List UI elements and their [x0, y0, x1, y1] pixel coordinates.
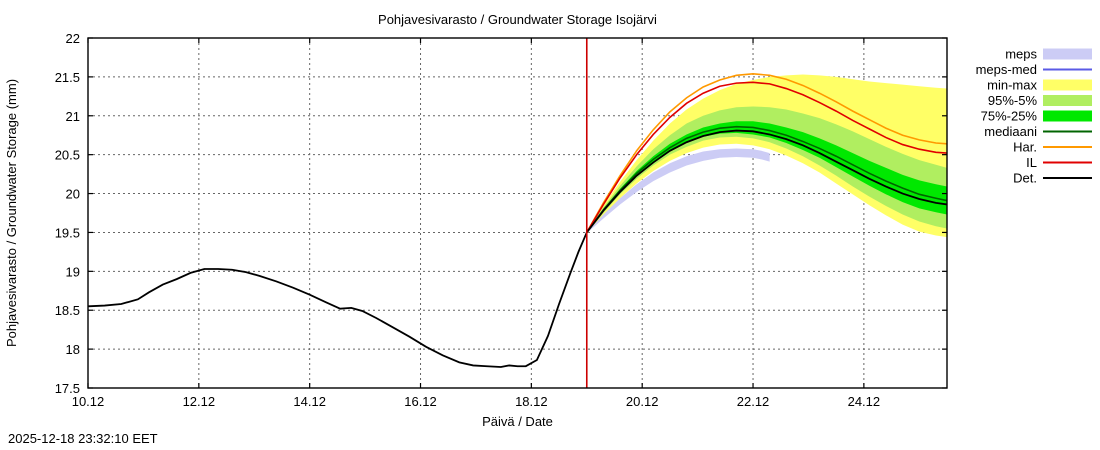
line-mediaani [586, 125, 947, 233]
y-axis-label: Pohjavesivarasto / Groundwater Storage (… [4, 79, 19, 347]
y-tick-label: 21 [66, 109, 80, 124]
y-tick-label: 17.5 [55, 381, 80, 396]
chart-title: Pohjavesivarasto / Groundwater Storage I… [378, 12, 657, 27]
legend-label-har: Har. [1013, 140, 1037, 155]
band-meps [586, 148, 770, 234]
x-tick-label: 12.12 [183, 394, 216, 409]
legend-label-75-25: 75%-25% [981, 109, 1038, 124]
band-75-25 [586, 121, 947, 233]
legend-label-det: Det. [1013, 171, 1037, 186]
band-min-max [586, 74, 947, 238]
y-tick-label: 19 [66, 264, 80, 279]
y-tick-label: 20 [66, 187, 80, 202]
line-har [586, 72, 947, 233]
y-tick-label: 21.5 [55, 70, 80, 85]
y-tick-label: 18.5 [55, 303, 80, 318]
chart-data-layer [88, 38, 947, 388]
axis-ticks: 17.5 18 18.5 19 19.5 20 20.5 21 21.5 22 10.12 12.12… [55, 31, 947, 409]
legend-label-il: IL [1026, 155, 1037, 170]
y-tick-label: 22 [66, 31, 80, 46]
legend-swatch-band [1043, 48, 1092, 60]
line-observed [88, 232, 588, 368]
legend-label-mediaani: mediaani [984, 124, 1037, 139]
x-tick-label: 24.12 [848, 394, 881, 409]
legend-label-meps-med: meps-med [976, 62, 1037, 77]
y-tick-label: 20.5 [55, 148, 80, 163]
legend-label-min-max: min-max [987, 78, 1037, 93]
chart-legend: mepsmeps-medmin-max95%-5%75%-25%mediaani… [976, 47, 1092, 186]
line-det-forecast [586, 129, 947, 233]
legend-swatch-band [1043, 95, 1092, 106]
line-il [586, 81, 947, 233]
x-tick-label: 16.12 [404, 394, 437, 409]
legend-label-95-5: 95%-5% [988, 93, 1038, 108]
x-tick-label: 20.12 [626, 394, 659, 409]
legend-label-meps: meps [1005, 47, 1037, 62]
x-tick-label: 10.12 [72, 394, 105, 409]
legend-swatch-band [1043, 110, 1092, 122]
timestamp-label: 2025-12-18 23:32:10 EET [8, 431, 158, 446]
x-tick-label: 22.12 [737, 394, 770, 409]
y-tick-label: 19.5 [55, 225, 80, 240]
band-95-5 [586, 106, 947, 234]
legend-swatch-band [1043, 79, 1092, 91]
x-tick-label: 18.12 [515, 394, 548, 409]
y-tick-label: 18 [66, 342, 80, 357]
x-tick-label: 14.12 [293, 394, 326, 409]
x-axis-label: Päivä / Date [482, 414, 553, 429]
plot-frame [87, 37, 948, 389]
